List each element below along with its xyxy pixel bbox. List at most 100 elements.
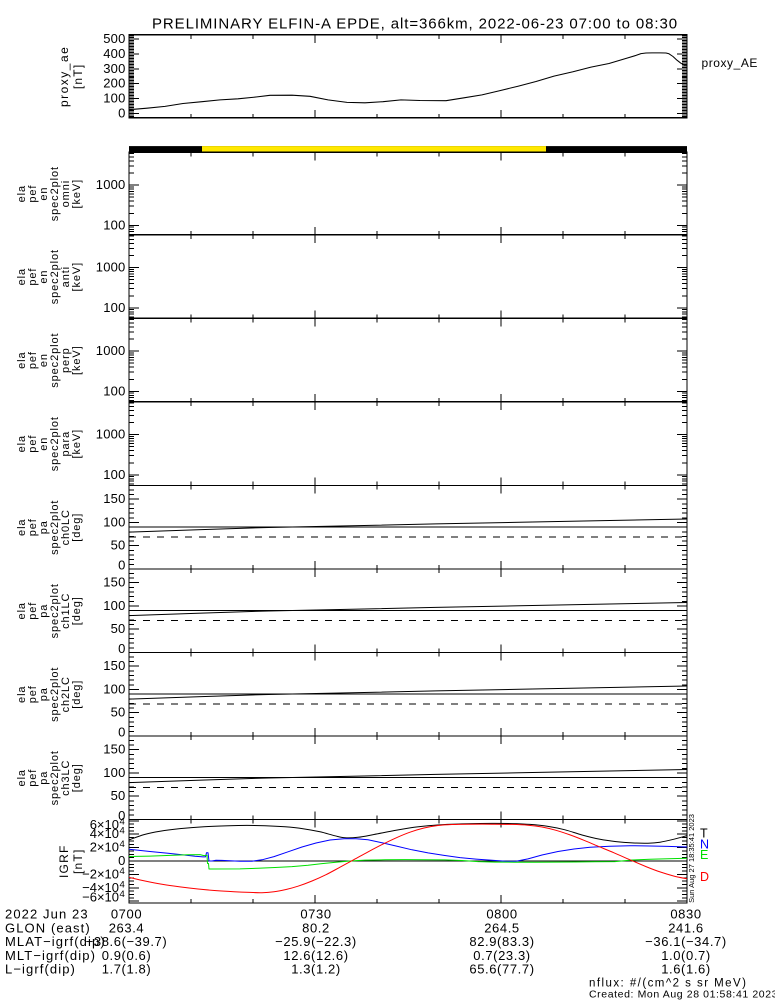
- svg-text:pa: pa: [38, 520, 50, 534]
- svg-text:0: 0: [118, 106, 125, 121]
- svg-text:ch0LC: ch0LC: [60, 509, 72, 545]
- svg-text:100: 100: [103, 514, 125, 529]
- svg-text:pef: pef: [27, 351, 39, 369]
- svg-text:pef: pef: [27, 602, 39, 620]
- svg-text:para: para: [60, 431, 72, 457]
- svg-text:−2×10: −2×10: [82, 866, 119, 881]
- svg-text:1.3(1.2): 1.3(1.2): [291, 961, 341, 976]
- svg-text:100: 100: [103, 467, 125, 482]
- svg-text:400: 400: [103, 46, 125, 61]
- svg-text:pa: pa: [38, 771, 50, 785]
- svg-text:1.7(1.8): 1.7(1.8): [102, 961, 152, 976]
- svg-text:50: 50: [111, 705, 126, 720]
- svg-text:GLON (east): GLON (east): [5, 920, 91, 935]
- svg-text:300: 300: [103, 61, 125, 76]
- svg-text:spec2plot: spec2plot: [49, 500, 61, 555]
- svg-text:2022 Jun 23: 2022 Jun 23: [5, 907, 89, 922]
- svg-text:0: 0: [118, 808, 125, 823]
- svg-text:pa: pa: [38, 687, 50, 701]
- svg-text:0: 0: [118, 853, 125, 868]
- svg-text:1000: 1000: [96, 260, 126, 275]
- svg-text:50: 50: [111, 788, 126, 803]
- svg-text:0.9(0.6): 0.9(0.6): [102, 948, 152, 963]
- svg-text:−38.6(−39.7): −38.6(−39.7): [86, 934, 168, 949]
- svg-text:pef: pef: [27, 435, 39, 453]
- svg-text:spec2plot: spec2plot: [49, 333, 61, 388]
- svg-text:PRELIMINARY ELFIN-A EPDE, alt=: PRELIMINARY ELFIN-A EPDE, alt=366km, 202…: [152, 16, 678, 33]
- svg-text:0700: 0700: [111, 907, 142, 922]
- svg-text:2×10: 2×10: [90, 840, 119, 855]
- svg-text:ela: ela: [16, 435, 28, 452]
- svg-text:[keV]: [keV]: [71, 429, 83, 459]
- svg-text:[nT]: [nT]: [71, 64, 85, 89]
- svg-text:spec2plot: spec2plot: [49, 750, 61, 805]
- svg-text:1000: 1000: [96, 177, 126, 192]
- svg-text:150: 150: [103, 742, 125, 757]
- svg-text:0800: 0800: [486, 907, 517, 922]
- svg-text:L−igrf(dip): L−igrf(dip): [5, 961, 76, 976]
- svg-text:150: 150: [103, 658, 125, 673]
- svg-text:0: 0: [118, 558, 125, 573]
- svg-text:ela: ela: [16, 268, 28, 285]
- svg-text:ela: ela: [16, 686, 28, 703]
- svg-text:en: en: [38, 187, 50, 201]
- svg-text:[keV]: [keV]: [71, 179, 83, 209]
- svg-text:100: 100: [103, 91, 125, 106]
- svg-text:150: 150: [103, 575, 125, 590]
- svg-text:4: 4: [120, 866, 125, 877]
- svg-text:50: 50: [111, 621, 126, 636]
- svg-text:0.7(23.3): 0.7(23.3): [473, 948, 530, 963]
- svg-text:100: 100: [103, 217, 125, 232]
- svg-text:150: 150: [103, 491, 125, 506]
- svg-text:T: T: [700, 827, 708, 841]
- svg-text:ela: ela: [16, 769, 28, 786]
- svg-text:ela: ela: [16, 351, 28, 368]
- svg-text:4: 4: [120, 816, 125, 827]
- svg-text:N: N: [700, 838, 709, 852]
- svg-text:ela: ela: [16, 185, 28, 202]
- svg-text:[deg]: [deg]: [71, 680, 83, 709]
- svg-text:[nT]: [nT]: [71, 849, 85, 874]
- svg-text:6×10: 6×10: [90, 817, 119, 832]
- svg-text:spec2plot: spec2plot: [49, 416, 61, 471]
- svg-text:100: 100: [103, 598, 125, 613]
- svg-text:Created: Mon Aug 28 01:58:41 2: Created: Mon Aug 28 01:58:41 2023: [589, 989, 775, 1001]
- svg-text:12.6(12.6): 12.6(12.6): [283, 948, 348, 963]
- svg-text:pef: pef: [27, 185, 39, 203]
- svg-text:65.6(77.7): 65.6(77.7): [469, 961, 534, 976]
- svg-text:perp: perp: [60, 347, 72, 373]
- svg-text:200: 200: [103, 76, 125, 91]
- svg-text:ch1LC: ch1LC: [60, 593, 72, 629]
- svg-text:MLT−igrf(dip): MLT−igrf(dip): [5, 948, 96, 963]
- svg-text:pef: pef: [27, 685, 39, 703]
- svg-text:ela: ela: [16, 519, 28, 536]
- svg-text:100: 100: [103, 383, 125, 398]
- svg-text:100: 100: [103, 681, 125, 696]
- svg-text:pef: pef: [27, 518, 39, 536]
- svg-text:[deg]: [deg]: [71, 596, 83, 625]
- svg-text:−25.9(−22.3): −25.9(−22.3): [275, 934, 357, 949]
- svg-text:50: 50: [111, 538, 126, 553]
- svg-text:264.5: 264.5: [484, 920, 520, 935]
- svg-text:spec2plot: spec2plot: [49, 583, 61, 638]
- svg-text:anti: anti: [60, 266, 72, 287]
- svg-text:ela: ela: [16, 602, 28, 619]
- svg-text:1000: 1000: [96, 427, 126, 442]
- svg-text:241.6: 241.6: [668, 920, 704, 935]
- svg-text:spec2plot: spec2plot: [49, 249, 61, 304]
- svg-text:pa: pa: [38, 604, 50, 618]
- svg-text:0730: 0730: [300, 907, 331, 922]
- svg-text:1000: 1000: [96, 343, 126, 358]
- svg-text:D: D: [700, 870, 709, 884]
- svg-text:0830: 0830: [670, 907, 701, 922]
- svg-text:spec2plot: spec2plot: [49, 166, 61, 221]
- svg-text:en: en: [38, 353, 50, 367]
- svg-text:Sun Aug 27 18:35:41 2023: Sun Aug 27 18:35:41 2023: [687, 814, 696, 903]
- svg-text:ch3LC: ch3LC: [60, 760, 72, 796]
- svg-text:pef: pef: [27, 268, 39, 286]
- svg-text:−4×10: −4×10: [82, 880, 119, 895]
- svg-text:[keV]: [keV]: [71, 262, 83, 292]
- svg-text:4: 4: [120, 826, 125, 837]
- svg-text:pef: pef: [27, 769, 39, 787]
- svg-text:spec2plot: spec2plot: [49, 667, 61, 722]
